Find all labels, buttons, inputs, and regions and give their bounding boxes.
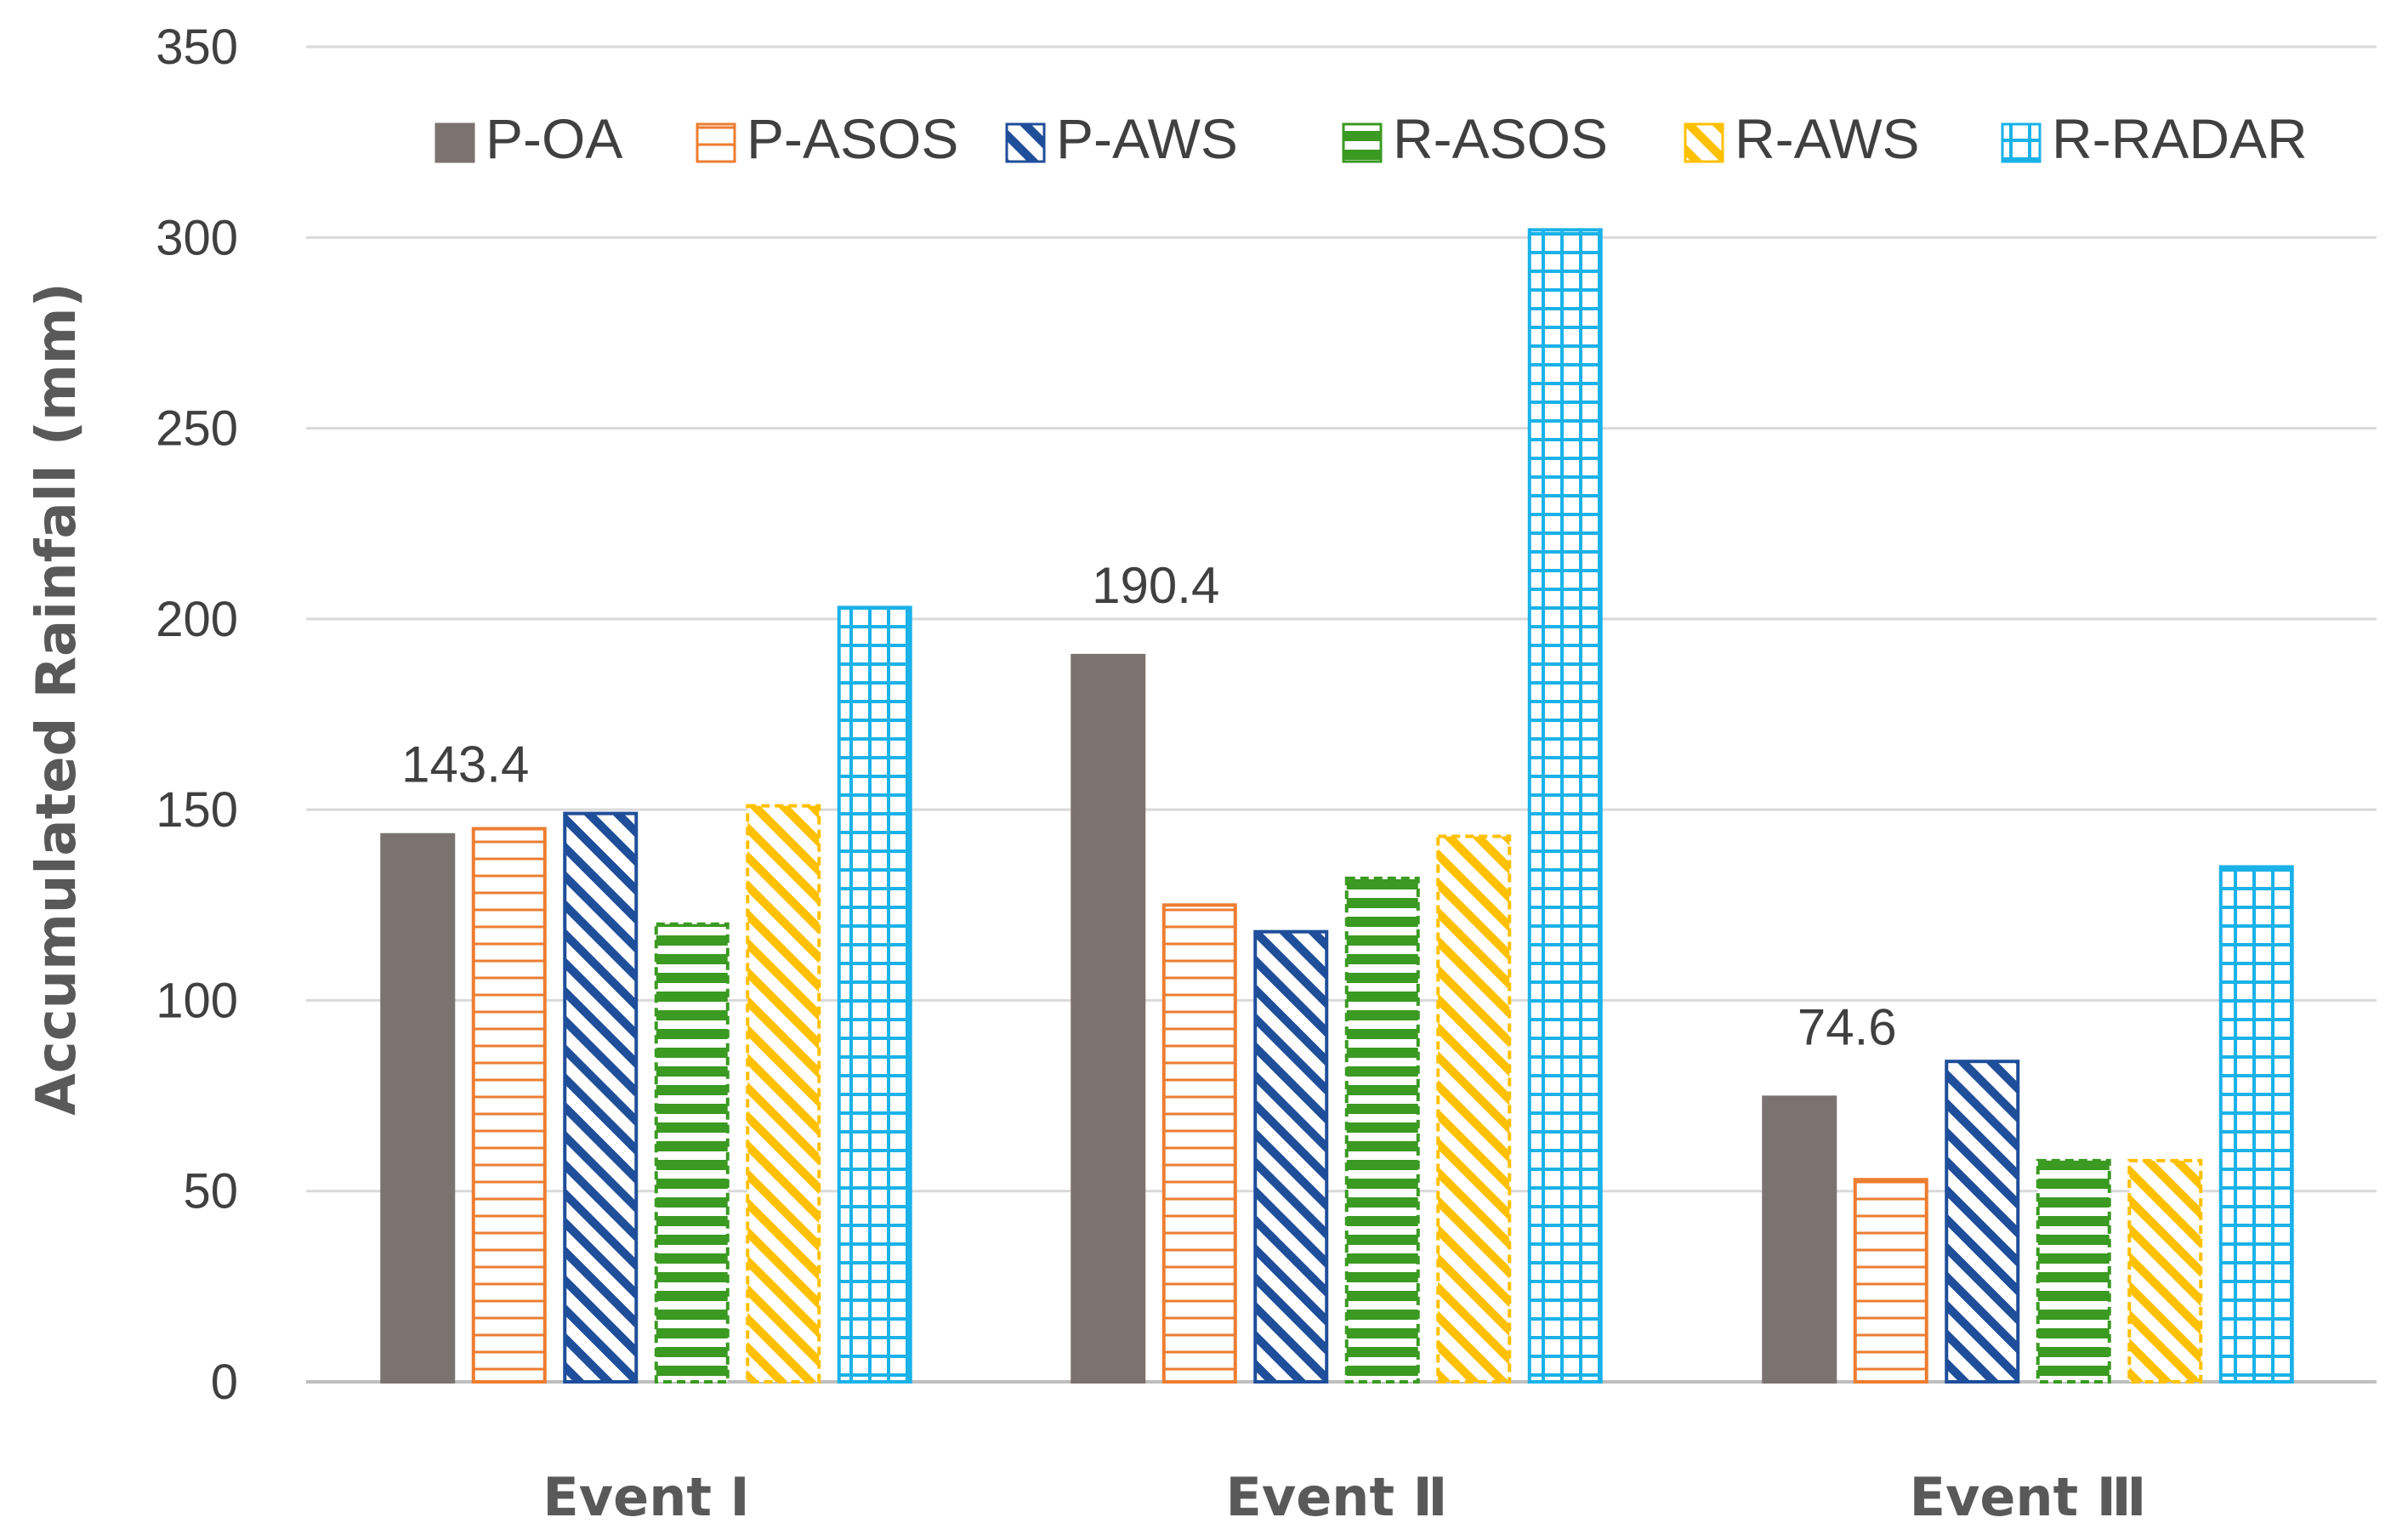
- legend-swatch-r-aws: [1684, 122, 1724, 163]
- bars: [380, 228, 2294, 1384]
- bar-p-oa-2: [1071, 653, 1146, 1384]
- bar-p-aws-1: [563, 811, 639, 1384]
- legend-label: P-AWS: [1056, 107, 1238, 170]
- gridlines: [306, 45, 2377, 1384]
- legend: P-OA P-ASOS P-AWS R-ASOS R-AWS R-RADAR: [434, 107, 2308, 170]
- bar-r-radar-2: [1527, 228, 1603, 1384]
- y-axis-label: Accumulated Rainfall (mm): [26, 282, 88, 1115]
- legend-label: R-AWS: [1735, 107, 1920, 170]
- y-tick-label: 200: [156, 592, 238, 647]
- bar-r-asos-2: [1344, 876, 1420, 1384]
- x-tick-label: Event Ⅲ: [1910, 1466, 2147, 1528]
- y-tick-label: 300: [156, 210, 238, 265]
- y-tick-label: 150: [156, 782, 238, 838]
- y-tick-label: 0: [211, 1355, 238, 1410]
- legend-swatch-r-asos: [1342, 122, 1383, 163]
- legend-label: R-ASOS: [1393, 107, 1608, 170]
- x-tick-label: Event Ⅱ: [1225, 1466, 1447, 1528]
- data-label: 74.6: [1798, 998, 1897, 1055]
- bar-p-asos-1: [471, 827, 547, 1384]
- y-tick-label: 350: [156, 20, 238, 75]
- bar-r-asos-1: [654, 922, 730, 1384]
- bar-r-radar-3: [2218, 865, 2294, 1384]
- bar-r-aws-1: [746, 804, 821, 1384]
- legend-label: R-RADAR: [2052, 107, 2308, 170]
- bar-p-asos-2: [1161, 903, 1237, 1384]
- bar-p-aws-3: [1945, 1060, 2020, 1384]
- legend-label: P-OA: [486, 107, 622, 170]
- legend-swatch-p-oa: [434, 122, 475, 163]
- y-tick-label: 100: [156, 973, 238, 1028]
- bar-r-aws-3: [2127, 1158, 2203, 1384]
- x-axis-categories: Event Ⅰ Event Ⅱ Event Ⅲ: [542, 1466, 2146, 1528]
- legend-swatch-r-radar: [2001, 122, 2042, 163]
- data-label: 143.4: [401, 736, 529, 793]
- y-tick-label: 50: [183, 1164, 238, 1219]
- bar-p-oa-1: [380, 833, 456, 1384]
- bar-r-asos-3: [2036, 1158, 2111, 1384]
- x-tick-label: Event Ⅰ: [542, 1466, 749, 1528]
- y-tick-label: 250: [156, 401, 238, 457]
- legend-swatch-p-asos: [696, 122, 736, 163]
- data-label: 190.4: [1092, 557, 1219, 614]
- legend-label: P-ASOS: [747, 107, 958, 170]
- data-labels: 143.4 190.4 74.6: [401, 557, 1896, 1055]
- bar-p-oa-3: [1762, 1095, 1837, 1384]
- bar-r-radar-1: [837, 605, 912, 1384]
- y-axis-ticks: 0 50 100 150 200 250 300 350: [156, 20, 238, 1410]
- bar-p-asos-3: [1853, 1178, 1928, 1384]
- bar-p-aws-2: [1253, 929, 1329, 1384]
- bar-r-aws-2: [1436, 834, 1512, 1384]
- legend-swatch-p-aws: [1005, 122, 1046, 163]
